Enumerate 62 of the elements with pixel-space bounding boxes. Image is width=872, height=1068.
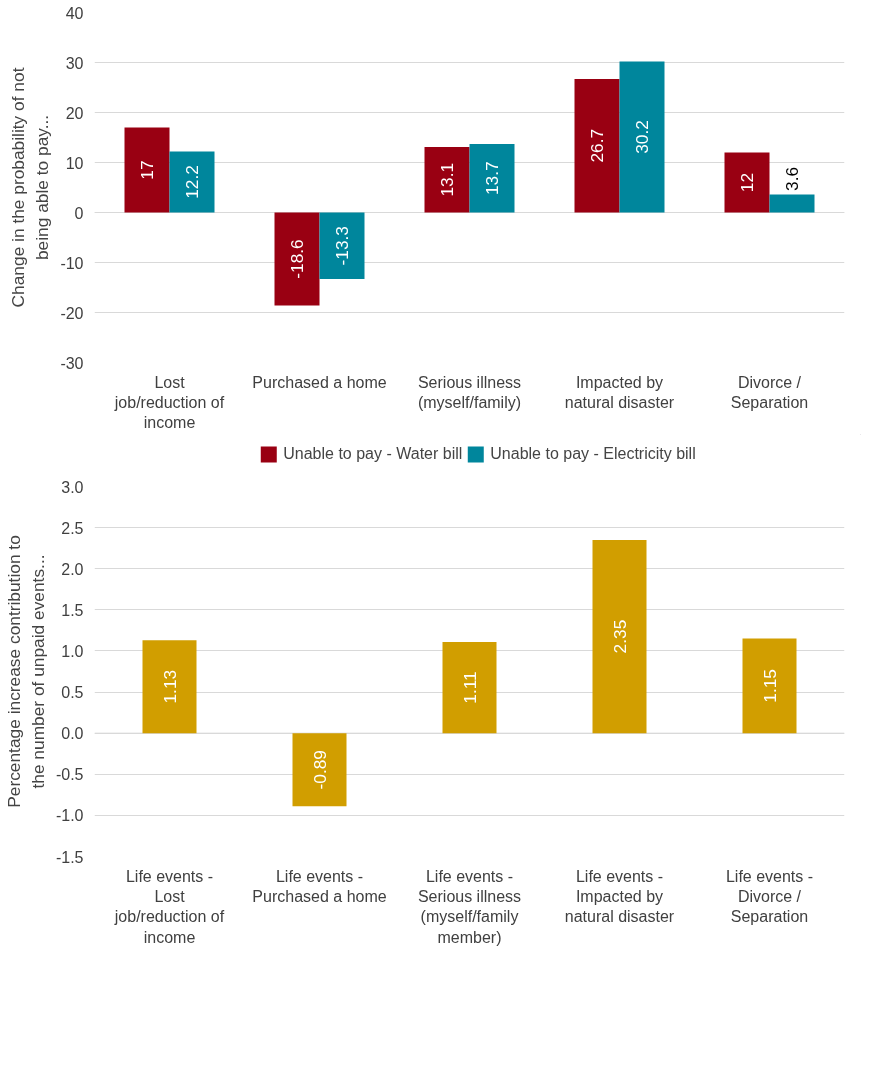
bar: [769, 194, 815, 213]
legend-label: Unable to pay - Water bill: [283, 445, 463, 463]
data-label: 2.35: [609, 619, 630, 654]
data-label: 1.13: [159, 669, 180, 704]
y-tick-label: 20: [65, 104, 84, 122]
bar: [292, 733, 347, 807]
x-tick-label: Impacted by natural disaster: [564, 373, 675, 411]
data-label: 12: [737, 172, 757, 193]
data-label: -13.3: [332, 226, 352, 266]
bar: [142, 640, 197, 734]
data-label: 12.2: [182, 165, 202, 199]
y-axis-title: Percentage increase contribution to the number of unpaid events...: [3, 535, 48, 808]
y-tick-label: -10: [60, 254, 84, 272]
x-tick-label: Life events - Purchased a home: [252, 867, 387, 905]
bar: [169, 151, 215, 213]
data-label: -18.6: [287, 239, 307, 279]
bar: [424, 147, 470, 213]
y-tick-label: -1.5: [55, 848, 84, 866]
y-tick-label: 1.5: [61, 601, 84, 619]
data-label: 13.1: [437, 162, 457, 197]
bar: [724, 152, 770, 213]
data-label: 13.7: [482, 161, 502, 196]
y-tick-label: 0.0: [61, 725, 84, 743]
y-tick-label: 40: [65, 4, 84, 22]
x-tick-label: Serious illness (myself/family): [417, 373, 522, 411]
x-tick-label: Purchased a home: [252, 373, 387, 391]
y-tick-label: 2.0: [61, 560, 84, 578]
y-tick-label: -1.0: [55, 807, 84, 825]
x-tick-label: Divorce / Separation: [730, 373, 809, 411]
x-tick-label: Lost job/reduction of income: [113, 373, 225, 432]
y-tick-label: 30: [65, 54, 84, 72]
data-label: 30.2: [632, 120, 652, 154]
y-axis-title: Change in the probability of not being able to pay...: [8, 67, 53, 308]
bar: [592, 539, 647, 734]
data-label: 1.11: [459, 671, 480, 704]
y-tick-label: 3.0: [61, 478, 84, 496]
bar: [319, 212, 365, 279]
y-tick-label: -20: [60, 304, 84, 322]
y-tick-label: 0.5: [61, 684, 84, 702]
bar: [469, 144, 515, 213]
data-label: 1.15: [759, 669, 780, 703]
y-tick-label: 10: [65, 154, 84, 172]
bar: [274, 212, 320, 306]
bar: [574, 79, 620, 213]
bar: [124, 127, 170, 213]
data-label: 3.6: [782, 166, 802, 191]
y-tick-label: -0.5: [55, 766, 84, 784]
y-tick-label: 2.5: [61, 519, 84, 537]
data-label: 26.7: [587, 128, 607, 163]
bar: [442, 641, 497, 734]
y-tick-label: 1.0: [61, 642, 84, 660]
bar: [742, 638, 797, 734]
x-tick-label: Life events - Divorce / Separation: [725, 867, 814, 926]
data-label: 17: [137, 160, 157, 180]
bar: [619, 61, 665, 213]
y-tick-label: -30: [60, 354, 84, 372]
legend-label: Unable to pay - Electricity bill: [490, 445, 696, 463]
x-tick-label: Life events - Lost job/reduction of income: [113, 867, 225, 946]
x-tick-label: Life events - Impacted by natural disaster: [564, 867, 675, 926]
x-tick-label: Life events - Serious illness (myself/family member): [417, 867, 522, 946]
y-tick-label: 0: [74, 204, 84, 222]
data-label: -0.89: [309, 750, 330, 790]
